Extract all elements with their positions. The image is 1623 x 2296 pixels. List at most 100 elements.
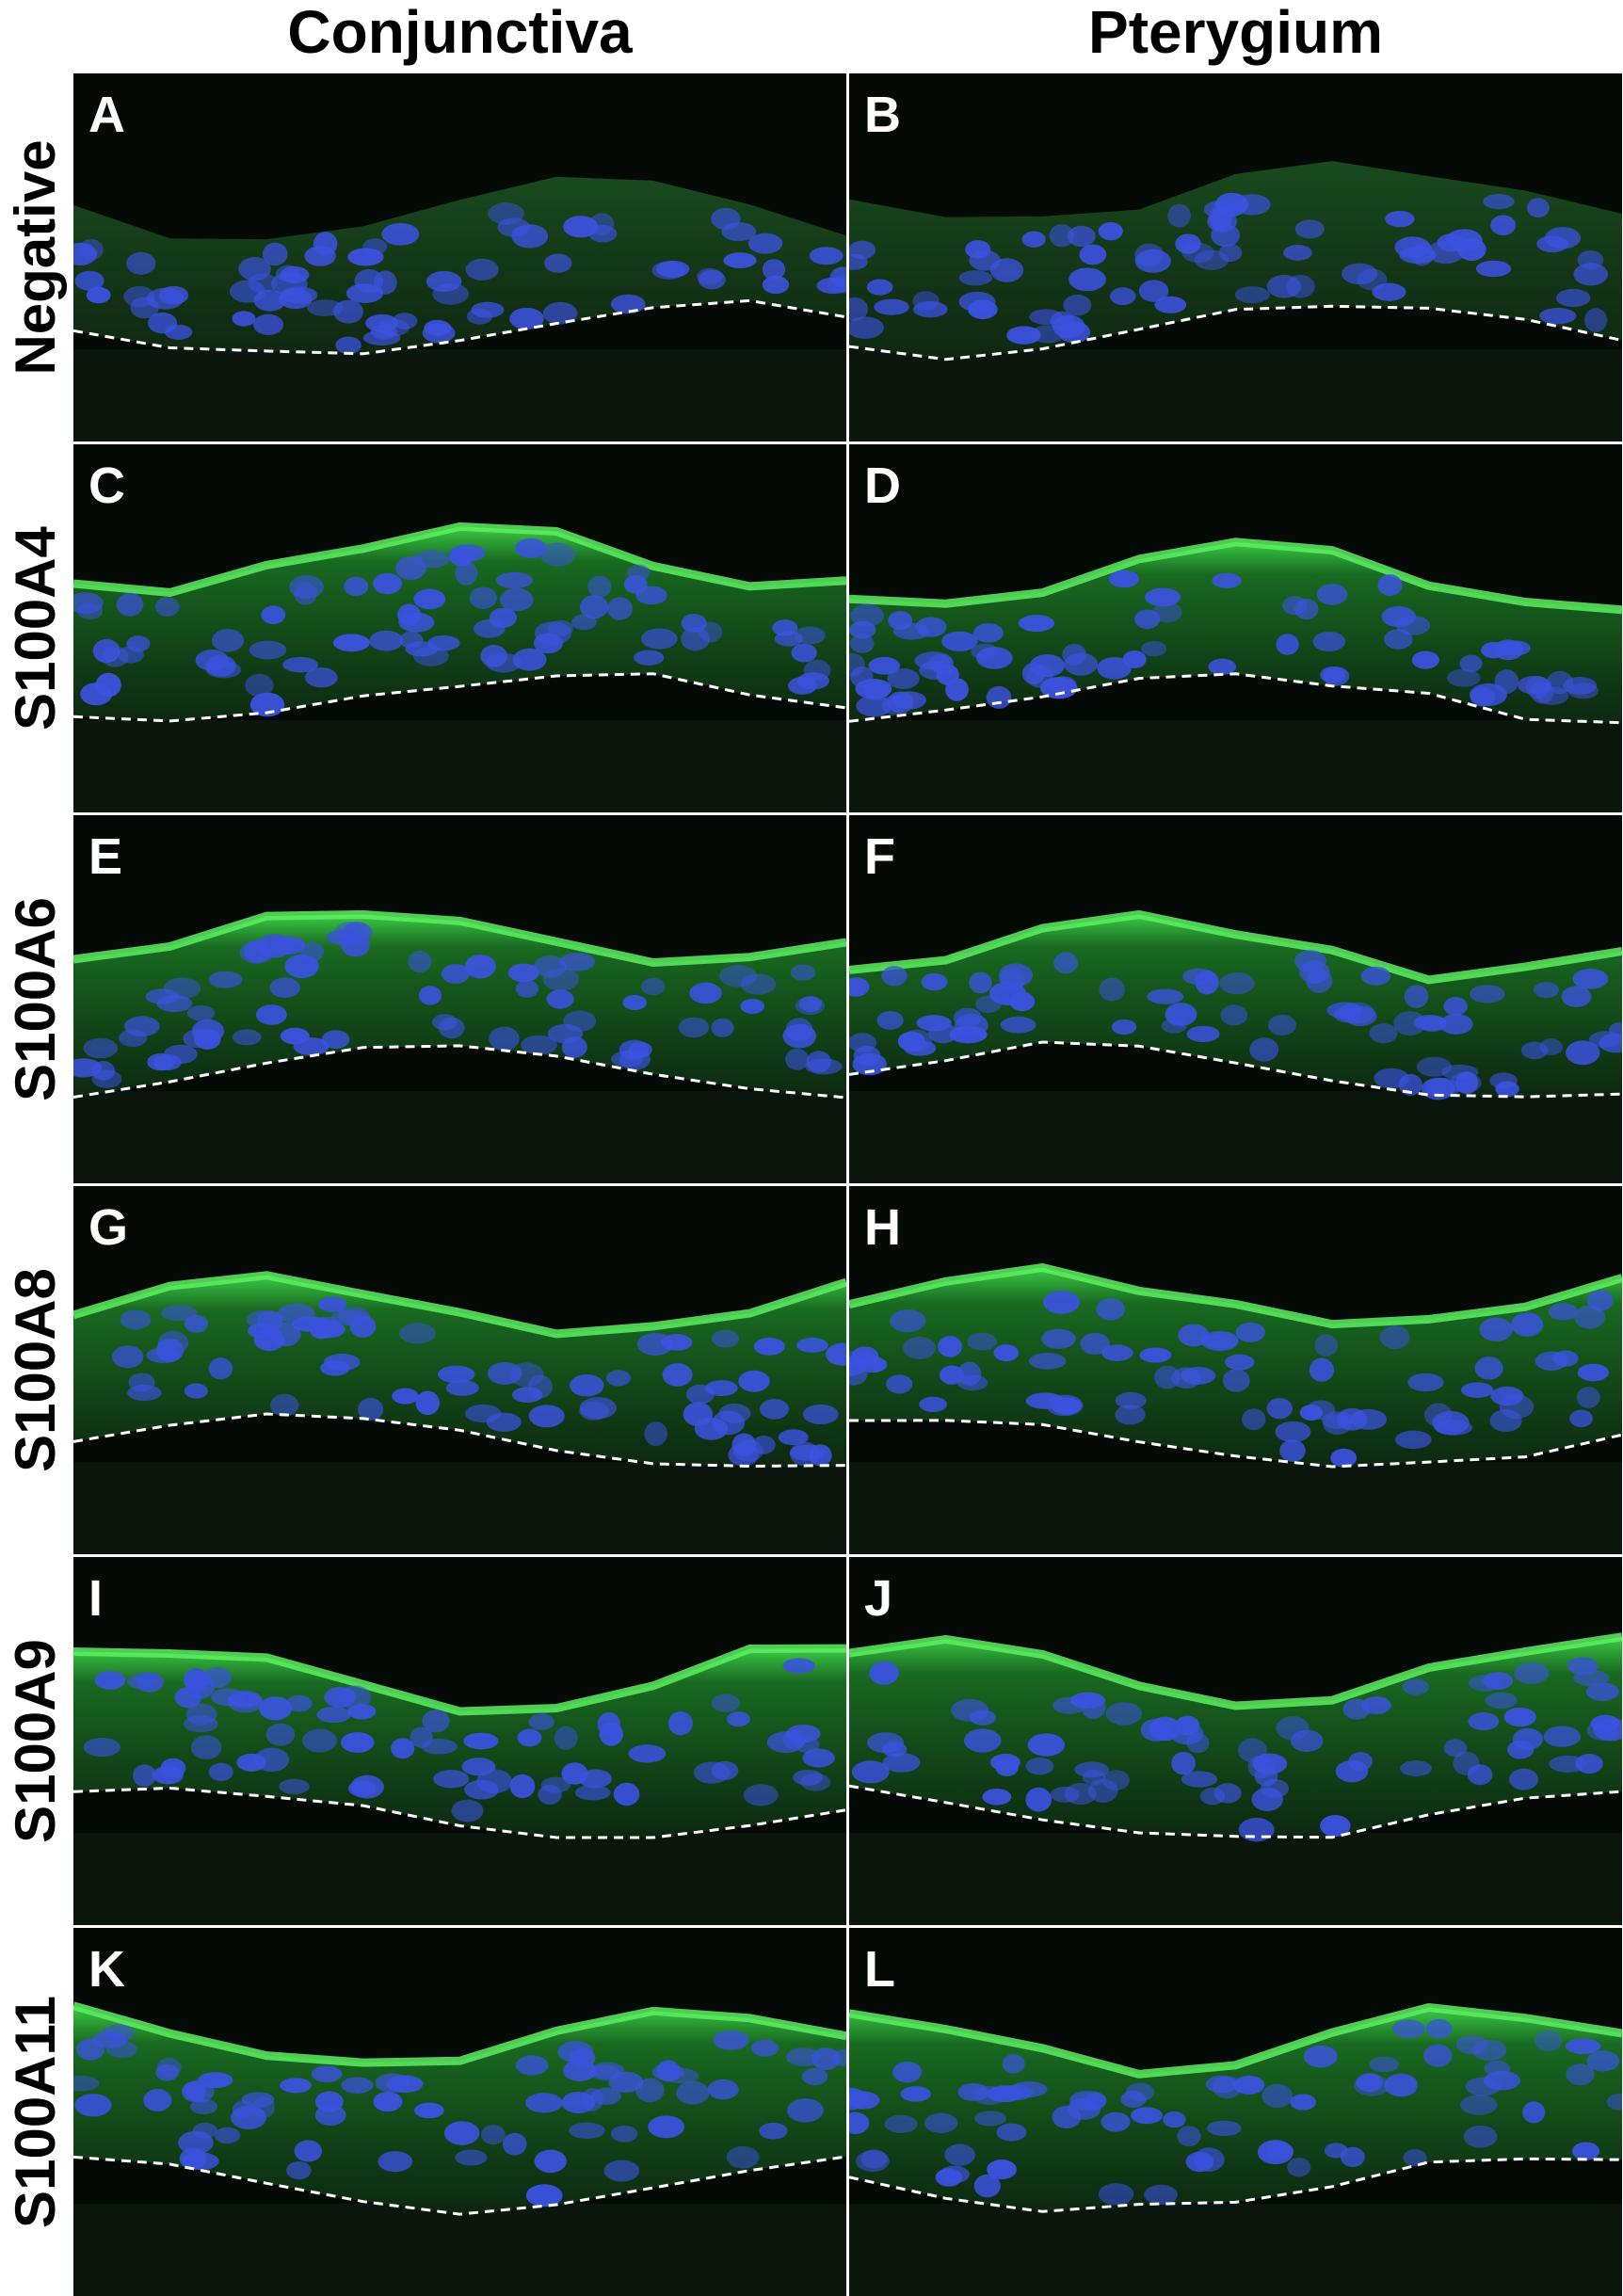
nucleus <box>1140 1718 1171 1742</box>
nucleus <box>1025 1787 1052 1812</box>
basement-membrane-line <box>73 1412 846 1469</box>
nucleus <box>967 1332 998 1351</box>
nucleus <box>711 1694 741 1712</box>
panel-letter: D <box>864 458 901 514</box>
nucleus <box>313 232 338 256</box>
nucleus <box>1218 243 1243 263</box>
nucleus <box>118 646 144 664</box>
nucleus <box>1552 1350 1579 1367</box>
nucleus <box>105 2041 138 2059</box>
nucleus <box>227 1690 264 1713</box>
surface-stain <box>849 1632 1622 1710</box>
nucleus <box>855 679 892 699</box>
nucleus <box>373 2092 403 2112</box>
nucleus <box>333 299 364 324</box>
micrograph-panel <box>73 1557 846 1925</box>
panel-letter: C <box>88 458 125 514</box>
nucleus <box>1167 203 1191 228</box>
nucleus <box>1468 1675 1502 1692</box>
nucleus <box>559 952 596 971</box>
nucleus <box>1267 1014 1296 1036</box>
nucleus <box>563 216 599 238</box>
basement-membrane-line <box>849 1040 1622 1099</box>
basement-membrane-line <box>73 672 846 723</box>
nucleus <box>280 2078 312 2094</box>
nucleus <box>1175 233 1201 254</box>
surface-stain <box>73 522 846 597</box>
nucleus <box>1282 596 1307 616</box>
nucleus <box>80 682 113 706</box>
nucleus <box>1393 1011 1426 1036</box>
nucleus <box>1438 1014 1473 1035</box>
nucleus <box>640 628 678 650</box>
nucleus <box>83 1737 121 1758</box>
nucleus <box>481 2125 506 2145</box>
nucleus <box>1493 639 1524 661</box>
nucleus <box>787 677 817 695</box>
nucleus <box>868 656 901 675</box>
nucleus <box>464 1779 499 1800</box>
nucleus <box>249 640 287 660</box>
nucleus <box>993 1344 1020 1362</box>
nucleus <box>1340 2146 1365 2168</box>
nucleus <box>369 630 404 651</box>
nucleus <box>974 2111 1006 2127</box>
nucleus <box>542 968 580 991</box>
nucleus <box>1266 1397 1293 1420</box>
nucleus <box>791 643 817 663</box>
nucleus <box>524 2093 563 2113</box>
nucleus <box>152 1765 183 1785</box>
nucleus <box>1514 1662 1550 1684</box>
nucleus <box>648 2115 685 2139</box>
nucleus <box>812 2047 841 2071</box>
nucleus <box>1171 1751 1196 1775</box>
nucleus <box>189 2098 217 2114</box>
nucleus <box>83 1037 119 1059</box>
nucleus <box>881 966 908 987</box>
row-label: Negative <box>4 139 67 375</box>
nucleus <box>102 2024 135 2043</box>
nucleus <box>884 2114 918 2134</box>
nucleus <box>1052 2105 1082 2129</box>
nucleus <box>1208 658 1237 675</box>
nucleus <box>831 2049 846 2066</box>
stroma <box>849 349 1622 442</box>
nucleus <box>265 1723 296 1746</box>
nucleus <box>1195 970 1219 995</box>
nucleus <box>1443 997 1468 1016</box>
nucleus <box>1522 2101 1546 2124</box>
nucleus <box>1247 1755 1275 1779</box>
nucleus <box>1027 1733 1066 1757</box>
nucleus <box>1040 677 1078 699</box>
nucleus <box>778 1429 809 1446</box>
nucleus <box>178 2130 214 2155</box>
nucleus <box>1385 210 1415 228</box>
nucleus <box>259 1696 293 1721</box>
basement-membrane-line <box>849 672 1622 725</box>
nucleus <box>1275 1421 1311 1443</box>
nucleus <box>275 265 300 282</box>
nucleus <box>1341 263 1378 285</box>
nucleus <box>1316 584 1348 605</box>
nucleus <box>1379 1325 1410 1350</box>
nucleus <box>921 972 948 991</box>
nucleus <box>635 2078 665 2103</box>
nucleus <box>502 2132 527 2156</box>
nucleus <box>989 1753 1020 1772</box>
nucleus <box>318 1296 347 1312</box>
nucleus <box>787 2098 824 2123</box>
nucleus <box>1470 682 1508 706</box>
nucleus <box>662 1363 693 1387</box>
nucleus <box>1459 654 1483 673</box>
nucleus <box>1517 675 1551 695</box>
nucleus <box>607 597 633 620</box>
nucleus <box>116 592 144 617</box>
nucleus <box>174 1687 201 1709</box>
basement-membrane-line <box>849 2157 1622 2213</box>
nucleus <box>1544 226 1582 249</box>
nucleus <box>1177 2126 1201 2147</box>
nucleus <box>750 2039 779 2057</box>
nucleus <box>762 259 786 281</box>
nucleus <box>314 2091 344 2112</box>
nucleus <box>1018 615 1055 633</box>
